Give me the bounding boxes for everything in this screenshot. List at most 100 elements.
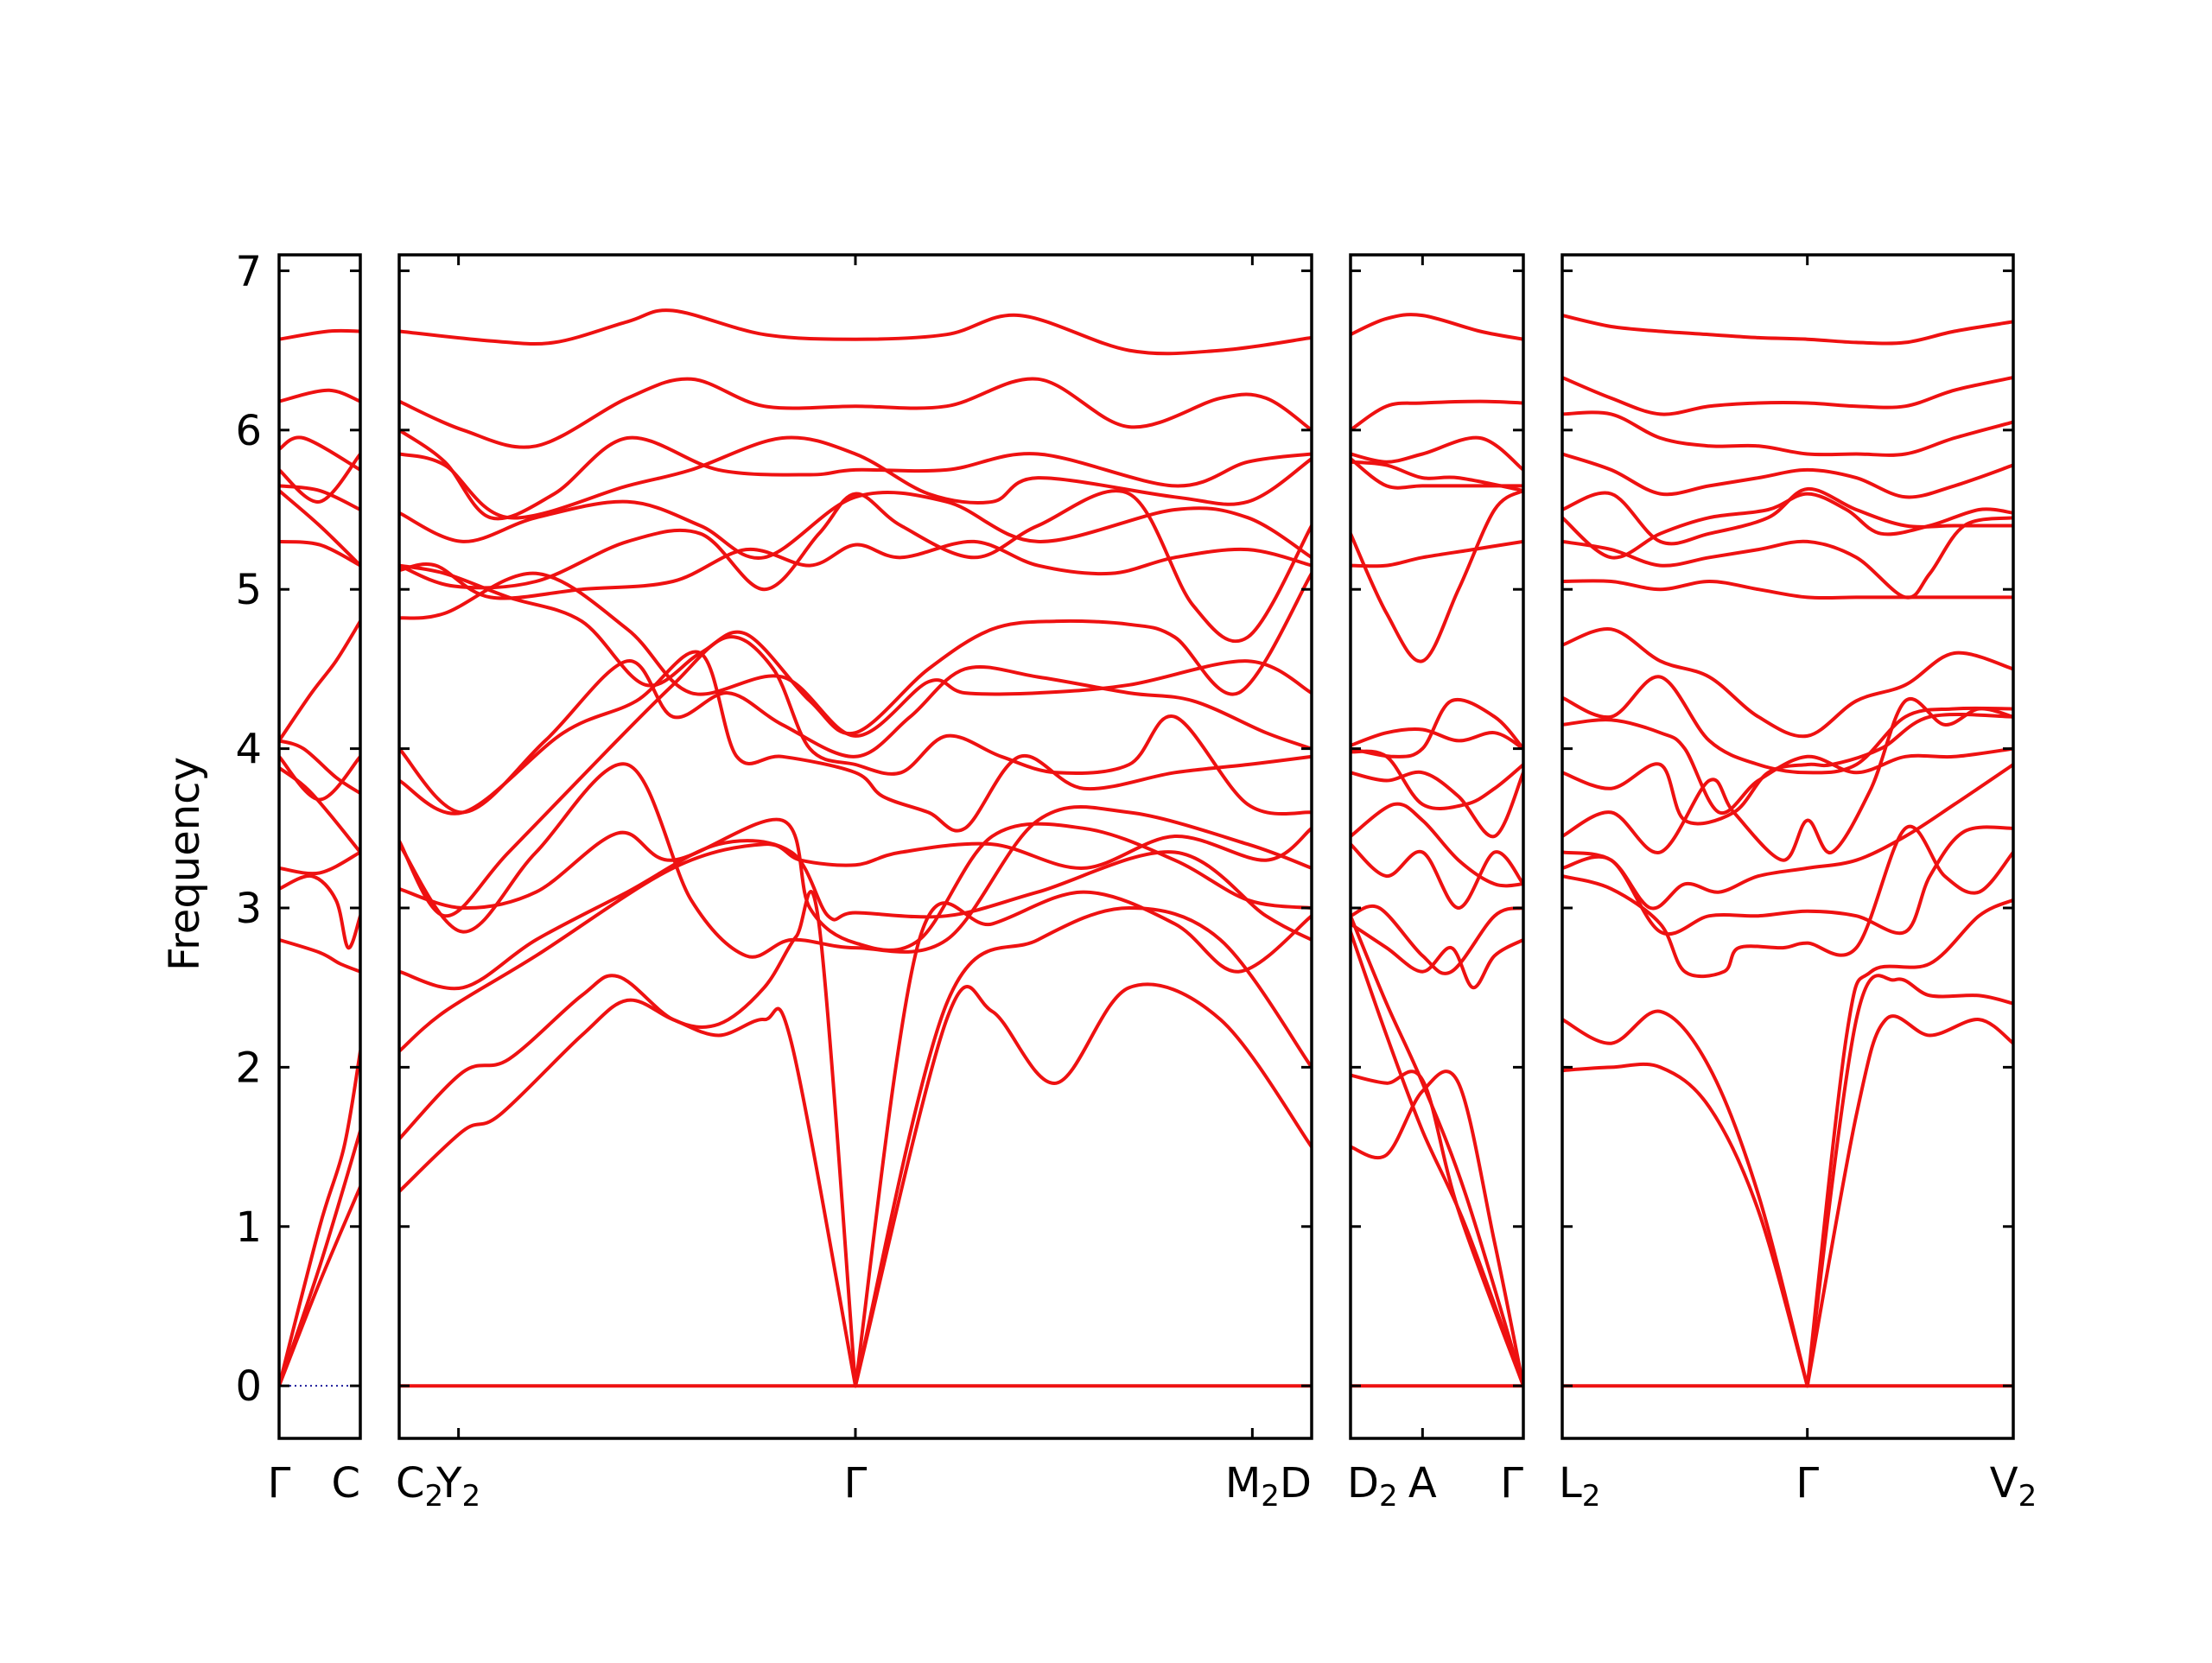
x-tick-label: C (331, 1459, 360, 1507)
band-line (399, 635, 1312, 918)
band-line (279, 539, 360, 568)
x-tick-label: Γ (1796, 1459, 1819, 1507)
band-line (279, 1129, 360, 1388)
band-line (1562, 516, 2013, 600)
band-line (1805, 1014, 2013, 1388)
band-line (399, 762, 1312, 959)
band-line (1351, 539, 1523, 568)
band-line (399, 571, 1312, 738)
band-line (399, 491, 1312, 560)
x-tick-label: Γ (1500, 1459, 1523, 1507)
band-line (279, 435, 360, 472)
band-line (1805, 898, 2013, 1388)
band-line (1351, 460, 1523, 492)
band-line (279, 754, 360, 802)
band-line (279, 452, 360, 504)
band-line (1351, 904, 1523, 975)
y-tick-label: 2 (235, 1044, 262, 1092)
band-line (399, 890, 857, 1388)
y-tick-label: 5 (235, 566, 262, 614)
band-line (1562, 486, 2013, 546)
band-line (1562, 1062, 1809, 1388)
y-tick-label: 4 (235, 726, 262, 774)
band-line (399, 308, 1312, 356)
panel-3: D2 A Γ (1347, 253, 1525, 1514)
band-line (399, 839, 1312, 991)
panel-4: L2 Γ V2 (1559, 253, 2037, 1514)
band-line (279, 1049, 360, 1388)
y-tick-label: 1 (235, 1203, 262, 1252)
band-line (1351, 922, 1523, 990)
band-line (1562, 627, 2013, 739)
band-line (1562, 579, 2013, 600)
band-line (399, 826, 1312, 1053)
band-line (1351, 930, 1523, 1388)
band-line (1562, 824, 2013, 979)
band-line (399, 377, 1312, 449)
band-line (854, 906, 1312, 1388)
band-line (1351, 1070, 1523, 1388)
y-axis-label: Frequency (161, 757, 209, 971)
x-tick-label: Γ (268, 1459, 291, 1507)
bands (399, 308, 1312, 1388)
y-tick-label: 3 (235, 885, 262, 933)
band-line (1562, 713, 2013, 826)
y-tick-label: 0 (235, 1362, 262, 1411)
x-tick-label: D2 (1347, 1459, 1398, 1514)
band-line (1351, 802, 1523, 888)
band-line (399, 650, 1312, 833)
x-tick-label: A (1408, 1459, 1437, 1507)
band-line (399, 998, 857, 1388)
band-line (279, 739, 360, 796)
band-line (1351, 457, 1523, 490)
x-tick-label: L2 (1559, 1459, 1600, 1514)
band-line (1351, 697, 1523, 759)
band-line (399, 817, 1312, 952)
band-line (399, 659, 1312, 815)
band-line (1562, 763, 2013, 911)
band-line (1351, 727, 1523, 751)
y-tick-label: 6 (235, 407, 262, 455)
x-tick-label: D (1280, 1459, 1312, 1507)
panel-frame (1560, 253, 2015, 1440)
band-line (1351, 770, 1523, 839)
band-line (1562, 376, 2013, 416)
bands (279, 328, 360, 1388)
band-line (279, 874, 360, 950)
band-line (1562, 492, 2013, 560)
band-line (1562, 825, 2013, 936)
band-line (1562, 675, 2013, 775)
y-tick-label: 7 (235, 247, 262, 295)
band-line (399, 489, 1312, 644)
band-line (279, 388, 360, 403)
x-tick-label: Γ (844, 1459, 868, 1507)
band-line (854, 890, 1312, 1388)
band-line (1562, 314, 2013, 346)
x-tick-label: M2 (1225, 1459, 1280, 1514)
band-line (1805, 974, 2013, 1388)
band-line (399, 563, 1312, 736)
band-line (279, 488, 360, 568)
panel-frame (397, 253, 1313, 1440)
band-line (279, 850, 360, 876)
band-line (399, 539, 1312, 600)
band-line (1562, 410, 2013, 457)
band-line (854, 982, 1312, 1388)
x-tick-label: C2 (396, 1459, 443, 1514)
band-line (279, 328, 360, 341)
panel-frame (1349, 253, 1525, 1440)
panel-frame (277, 253, 362, 1440)
x-tick-label: V2 (1990, 1459, 2037, 1514)
band-line (279, 619, 360, 743)
band-line (1562, 452, 2013, 499)
band-line (1351, 435, 1523, 472)
x-tick-label: Y2 (435, 1459, 480, 1514)
band-line (399, 428, 1312, 521)
bands (1351, 313, 1523, 1388)
band-line (279, 765, 360, 854)
